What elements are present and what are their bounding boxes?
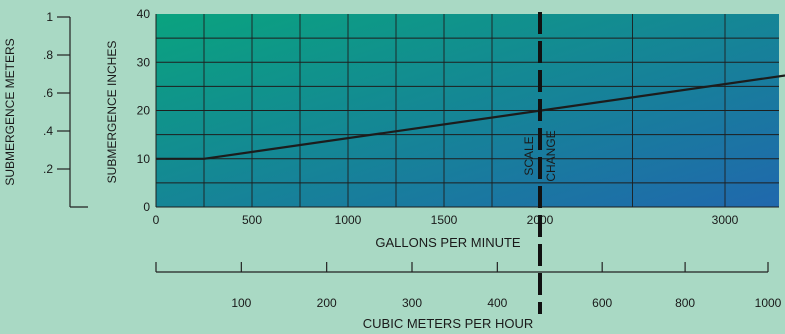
x-tick-label: 0 [153, 213, 160, 227]
secondary-y-tick-label: 1 [46, 10, 53, 24]
y-tick-label: 0 [143, 200, 150, 214]
scale-change-annotation: SCALE [522, 136, 536, 175]
secondary-y-tick-label: .8 [43, 48, 53, 62]
secondary-x-tick-label: 300 [402, 296, 422, 310]
x-tick-label: 1000 [335, 213, 362, 227]
x-tick-label: 500 [242, 213, 262, 227]
y-axis-label: SUBMERGENCE INCHES [105, 41, 119, 184]
secondary-x-tick-label: 1000 [755, 296, 782, 310]
x-tick-label: 3000 [712, 213, 739, 227]
secondary-x-tick-label: 600 [592, 296, 612, 310]
x-tick-label: 1500 [431, 213, 458, 227]
x-axis-label: GALLONS PER MINUTE [375, 235, 521, 250]
grid [155, 14, 779, 208]
y-tick-label: 10 [137, 152, 151, 166]
secondary-y-tick-label: .6 [43, 86, 53, 100]
secondary-y-tick-label: .2 [43, 162, 53, 176]
scale-change-annotation-2: CHANGE [544, 130, 558, 181]
secondary-x-tick-label: 200 [317, 296, 337, 310]
annotation-change: CHANGE [544, 130, 558, 181]
y-tick-label: 40 [137, 7, 151, 21]
y-tick-label: 20 [137, 104, 151, 118]
secondary-y-tick-label: .4 [43, 124, 53, 138]
annotation-scale: SCALE [522, 136, 536, 175]
secondary-x-tick-label: 400 [487, 296, 507, 310]
secondary-x-tick-label: 800 [675, 296, 695, 310]
secondary-y-axis-label: SUBMERGENCE METERS [3, 38, 17, 185]
y-tick-label: 30 [137, 55, 151, 69]
secondary-x-axis-label: CUBIC METERS PER HOUR [363, 316, 533, 331]
secondary-x-tick-label: 100 [231, 296, 251, 310]
